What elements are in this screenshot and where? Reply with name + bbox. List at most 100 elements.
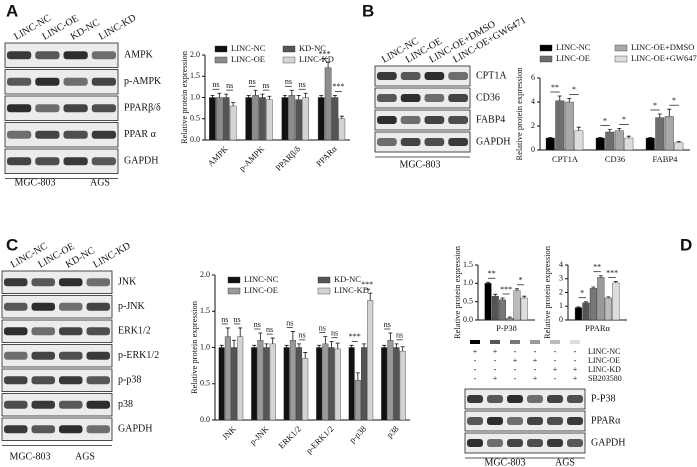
legend-swatch <box>614 55 628 63</box>
error-bar <box>219 344 224 348</box>
significance-label: *** <box>500 285 512 294</box>
bar <box>302 97 309 141</box>
protein-label: ERK1/2 <box>118 326 151 337</box>
y-tick-label: 2 <box>531 121 535 130</box>
error-bar <box>598 275 603 278</box>
significance-label: *** <box>319 49 331 58</box>
treatment-mark: - <box>494 365 497 374</box>
legend-swatch <box>539 55 553 63</box>
treatment-label: LINC-OE <box>588 356 620 365</box>
y-tick-label: 0.5 <box>190 114 200 123</box>
y-tick-label: 1.0 <box>463 278 473 287</box>
bar <box>545 137 555 151</box>
blot-band <box>7 51 32 60</box>
blot-strip <box>1 344 113 368</box>
lane-swatch <box>530 340 540 344</box>
blot-strip <box>374 87 471 109</box>
blot-strip <box>1 368 113 392</box>
bar <box>245 97 252 141</box>
blot-band <box>377 94 397 102</box>
significance-label: *** <box>361 280 373 289</box>
blot-band <box>467 417 483 425</box>
bar <box>289 340 296 421</box>
bar <box>499 299 506 321</box>
error-bar <box>217 92 222 98</box>
significance-label: ns <box>249 77 256 86</box>
legend-label: LINC-KD <box>334 285 369 295</box>
treatment-mark: + <box>473 347 478 356</box>
error-bar <box>626 135 631 138</box>
panel-label: A <box>6 1 18 20</box>
cell-line-label: MGC-803 <box>9 451 50 462</box>
error-bar <box>238 327 243 337</box>
treatment-mark: + <box>493 347 498 356</box>
blot-band <box>377 72 397 80</box>
legend-swatch <box>317 287 331 295</box>
bar <box>251 347 258 421</box>
legend-label: LINC-OE <box>556 53 590 63</box>
significance-label: ns <box>299 80 306 89</box>
bar <box>614 130 624 151</box>
error-bar <box>355 372 360 381</box>
blot-strip <box>1 393 113 417</box>
legend-swatch <box>214 45 228 53</box>
legend-label: LINC-NC <box>244 274 279 284</box>
cell-line-label: AGS <box>555 457 575 467</box>
bar <box>589 288 597 321</box>
significance-label: *** <box>332 82 344 91</box>
blot-band <box>86 278 110 287</box>
error-bar <box>667 108 672 117</box>
protein-label: p-ERK1/2 <box>118 350 159 361</box>
significance-label: ns <box>221 315 228 324</box>
blot-strip <box>374 109 471 131</box>
blot-strip <box>374 131 471 153</box>
y-tick-label: 0.5 <box>463 296 473 305</box>
legend-swatch <box>317 276 331 284</box>
blot-band <box>448 116 468 124</box>
significance-label: ns <box>266 325 273 334</box>
blot-band <box>4 302 28 311</box>
error-bar <box>264 343 269 348</box>
significance-label: ns <box>234 315 241 324</box>
error-bar <box>607 129 612 132</box>
blot-band <box>59 425 83 434</box>
protein-label: P-P38 <box>591 393 615 404</box>
y-tick-label: 4 <box>559 260 563 269</box>
blot-band <box>63 104 88 113</box>
significance-label: * <box>519 276 523 285</box>
blot-band <box>507 439 523 447</box>
y-axis-label: Relative protein expression <box>514 67 524 161</box>
significance-label: * <box>603 116 607 125</box>
blot-band <box>4 376 28 385</box>
error-bar <box>598 137 603 138</box>
blot-strip <box>1 295 113 319</box>
bar <box>564 101 574 151</box>
legend-label: LINC-OE <box>231 54 265 64</box>
lane-swatch <box>470 340 480 344</box>
protein-label: JNK <box>118 277 137 288</box>
blot-band <box>4 278 28 287</box>
error-bar <box>606 296 611 298</box>
error-bar <box>657 113 662 118</box>
blot-band <box>35 157 60 166</box>
blot-strip <box>464 410 586 432</box>
bar <box>399 350 406 421</box>
blot-band <box>527 439 543 447</box>
protein-label: CPT1A <box>476 70 507 81</box>
blot-band <box>547 417 563 425</box>
y-tick-label: 1 <box>559 301 563 310</box>
bar <box>605 131 615 151</box>
bar <box>612 282 620 321</box>
significance-label: * <box>653 101 657 110</box>
bar <box>317 97 325 141</box>
protein-label: PPARβ/δ <box>124 103 161 114</box>
x-axis-label: P-P38 <box>496 323 517 333</box>
error-bar <box>329 341 334 348</box>
blot-band <box>507 395 523 403</box>
x-axis-label: PPARα <box>585 323 610 333</box>
blot-band <box>467 439 483 447</box>
error-bar <box>507 316 512 319</box>
bar <box>302 358 309 421</box>
significance-label: ns <box>286 318 293 327</box>
y-tick-label: 1.0 <box>200 342 210 351</box>
